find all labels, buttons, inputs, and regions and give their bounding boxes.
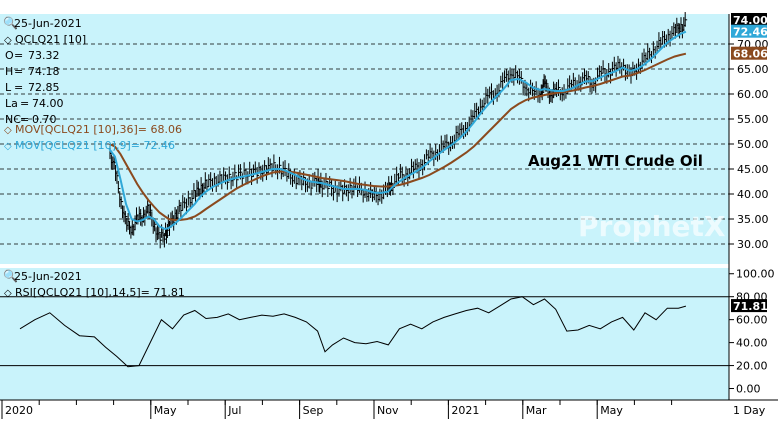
price-badge-label: 74.00	[733, 14, 768, 27]
price-panel[interactable]	[0, 14, 729, 264]
mov9-line	[108, 30, 687, 231]
price-axis: 30.00 35.00 40.00 45.00 50.00 55.00 60.00 65.00…	[729, 13, 769, 251]
price-badge-label: 72.46	[733, 26, 768, 39]
magnifier-icon[interactable]: 🔍	[3, 268, 18, 283]
panel-divider[interactable]	[0, 264, 778, 268]
rsi-series-layer	[19, 296, 687, 368]
legend-symbol: QCLQ21 [10]	[15, 33, 86, 46]
magnifier-icon[interactable]: 🔍	[3, 15, 18, 30]
price-badge: 74.00	[731, 13, 768, 27]
price-tick-label: 60.00	[737, 88, 769, 101]
rsi-tick-label: 40.00	[736, 337, 768, 350]
diamond-icon: ◇	[4, 35, 12, 46]
watermark: ProphetX	[578, 210, 726, 243]
time-label: Nov	[377, 404, 399, 417]
time-label: Mar	[526, 404, 547, 417]
time-label: 2020	[5, 404, 33, 417]
time-label: May	[600, 404, 623, 417]
rsi-panel[interactable]	[0, 268, 729, 400]
time-label: May	[154, 404, 177, 417]
ohlc-equals: =	[20, 97, 29, 110]
ohlc-equals: =	[20, 113, 29, 126]
price-badge-box	[731, 46, 767, 60]
rsi-line	[19, 296, 687, 368]
rsi-tick-label: 60.00	[736, 314, 768, 327]
price-tick-label: 30.00	[737, 238, 769, 251]
rsi-legend: RSI[QCLQ21 [10],14,5]= 71.81	[15, 286, 185, 299]
time-axis	[0, 400, 778, 419]
ohlc-value: 74.00	[32, 97, 64, 110]
price-tick-label: 45.00	[737, 163, 769, 176]
price-tick-label: 40.00	[737, 188, 769, 201]
rsi-badge-box	[731, 299, 767, 313]
rsi-tick-label: 20.00	[736, 360, 768, 373]
diamond-icon: ◇	[4, 125, 12, 136]
ohlc-label: L	[5, 81, 12, 94]
ohlc-label: O	[5, 49, 14, 62]
ohlc-equals: =	[14, 65, 23, 78]
chart-title: Aug21 WTI Crude Oil	[528, 152, 703, 170]
period-label[interactable]: 1 Day	[733, 404, 766, 417]
ohlc-label: La	[5, 97, 18, 110]
ohlc-label: H	[5, 65, 13, 78]
legend-date: 25-Jun-2021	[14, 17, 82, 30]
price-badge-box	[731, 24, 767, 38]
rsi-badge-label: 71.81	[733, 300, 768, 313]
rsi-levels	[0, 296, 729, 367]
rsi-badge: 71.81	[731, 299, 768, 313]
legend-mov9: MOV[QCLQ21 [10],9]= 72.46	[15, 139, 175, 152]
price-badge: 72.46	[731, 24, 768, 39]
ohlc-value: 72.85	[28, 81, 60, 94]
price-gridlines	[0, 43, 729, 245]
price-tick-label: 65.00	[737, 63, 769, 76]
ohlc-label: NC	[5, 113, 21, 126]
legend-mov36: MOV[QCLQ21 [10],36]= 68.06	[15, 123, 182, 136]
ohlc-value: 73.32	[28, 49, 60, 62]
time-label: 2021	[451, 404, 479, 417]
price-tick-label: 50.00	[737, 138, 769, 151]
price-badge: 68.06	[731, 46, 768, 61]
time-axis-labels: 2020 May Jul Sep Nov 2021 Mar May	[1, 400, 673, 419]
ohlc-equals: =	[14, 81, 23, 94]
price-tick-label: 55.00	[737, 113, 769, 126]
ohlc-value: 0.70	[32, 113, 57, 126]
diamond-icon: ◇	[4, 288, 12, 299]
time-label: Jul	[227, 404, 241, 417]
rsi-date: 25-Jun-2021	[14, 270, 82, 283]
time-label: Sep	[303, 404, 324, 417]
price-tick-label: 35.00	[737, 213, 769, 226]
ohlc-equals: =	[14, 49, 23, 62]
price-legend: 🔍 25-Jun-2021 ◇ QCLQ21 [10] O = 73.32H = 74.…	[3, 15, 182, 152]
price-badge-label: 68.06	[733, 48, 768, 61]
mov36-line	[108, 52, 687, 221]
ohlc-value: 74.18	[28, 65, 60, 78]
price-series-layer	[108, 12, 688, 249]
rsi-tick-label: 0.00	[736, 383, 761, 396]
price-badge-box	[731, 13, 767, 26]
diamond-icon: ◇	[4, 141, 12, 152]
rsi-tick-label: 100.00	[736, 268, 775, 281]
